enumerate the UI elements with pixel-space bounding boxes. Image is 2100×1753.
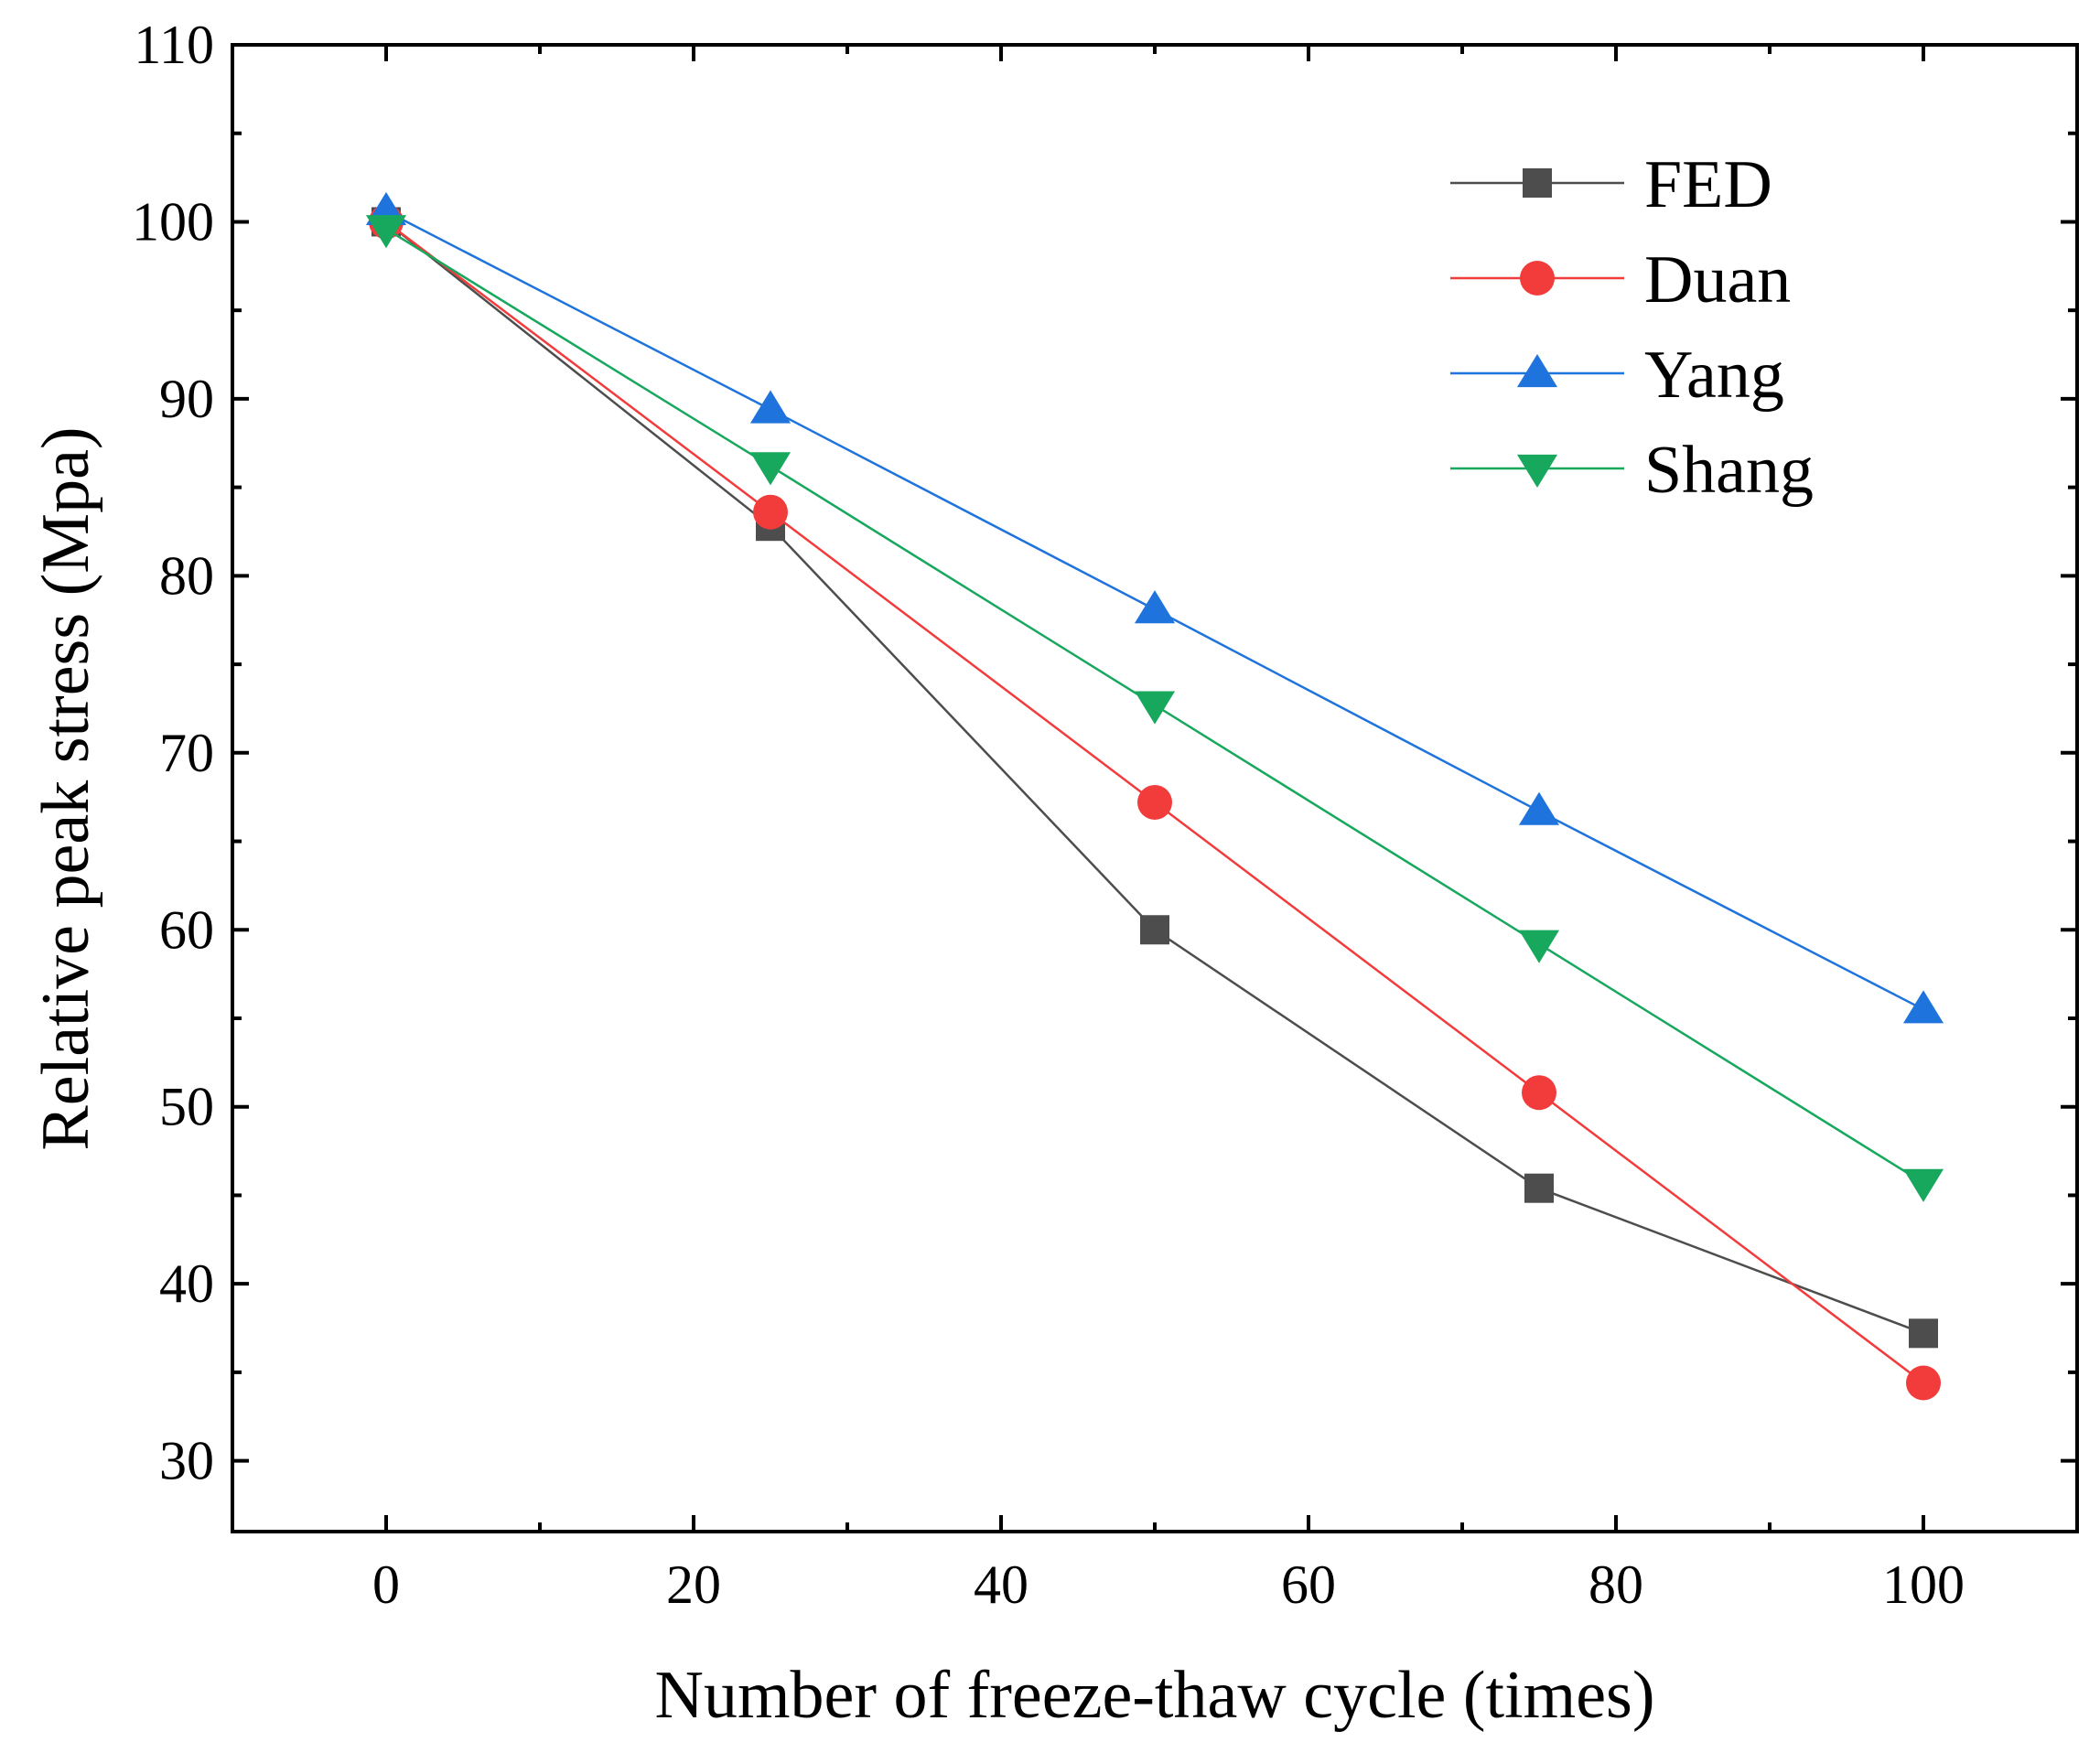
legend-label: Shang bbox=[1644, 433, 1814, 508]
data-series bbox=[365, 191, 1944, 1401]
data-point-yang bbox=[1902, 990, 1944, 1024]
y-tick-label: 90 bbox=[159, 369, 214, 429]
data-point-shang bbox=[365, 215, 407, 249]
legend-marker bbox=[1516, 354, 1558, 388]
data-point-fed bbox=[1140, 915, 1169, 945]
data-point-shang bbox=[1134, 691, 1176, 725]
x-tick-label: 100 bbox=[1882, 1554, 1965, 1615]
data-point-yang bbox=[749, 390, 792, 424]
x-axis-title: Number of freeze-thaw cycle (times) bbox=[655, 1658, 1655, 1733]
legend-item-yang: Yang bbox=[1450, 338, 1784, 413]
data-point-yang bbox=[1134, 590, 1176, 624]
data-point-duan bbox=[1522, 1075, 1556, 1111]
data-point-shang bbox=[1518, 930, 1560, 963]
y-tick-label: 70 bbox=[159, 723, 214, 783]
x-tick-label: 80 bbox=[1588, 1554, 1643, 1615]
y-axis-title: Relative peak stress (Mpa) bbox=[28, 426, 103, 1150]
legend-label: Yang bbox=[1644, 338, 1784, 413]
data-point-duan bbox=[1137, 784, 1172, 820]
y-tick-label: 80 bbox=[159, 545, 214, 606]
data-point-fed bbox=[1909, 1318, 1938, 1349]
legend: FED Duan Yang Shang bbox=[1450, 147, 1814, 508]
y-tick-label: 60 bbox=[159, 899, 214, 960]
legend-item-duan: Duan bbox=[1450, 242, 1791, 317]
y-tick-label: 50 bbox=[159, 1077, 214, 1137]
legend-marker bbox=[1516, 454, 1558, 488]
legend-marker bbox=[1523, 168, 1552, 198]
legend-marker bbox=[1520, 261, 1555, 296]
data-point-yang bbox=[1518, 791, 1560, 825]
y-axis-tick-labels: 30 40 50 60 70 80 90 100 110 bbox=[132, 15, 214, 1491]
series-yang bbox=[365, 191, 1944, 1024]
x-tick-label: 40 bbox=[974, 1554, 1028, 1615]
legend-label: Duan bbox=[1644, 242, 1791, 317]
data-point-duan bbox=[1906, 1365, 1941, 1401]
legend-item-fed: FED bbox=[1450, 147, 1772, 222]
data-point-shang bbox=[1902, 1168, 1944, 1202]
data-point-fed bbox=[1524, 1173, 1554, 1203]
x-tick-label: 20 bbox=[666, 1554, 721, 1615]
x-axis-tick-labels: 0 20 40 60 80 100 bbox=[372, 1554, 1965, 1615]
y-tick-label: 30 bbox=[159, 1431, 214, 1491]
data-point-shang bbox=[749, 452, 792, 486]
y-tick-label: 100 bbox=[132, 191, 214, 252]
legend-item-shang: Shang bbox=[1450, 433, 1814, 508]
y-tick-label: 110 bbox=[134, 15, 214, 75]
y-tick-label: 40 bbox=[159, 1253, 214, 1314]
data-point-duan bbox=[753, 494, 788, 530]
x-tick-label: 0 bbox=[372, 1554, 400, 1615]
axis-ticks bbox=[231, 43, 2079, 1532]
x-tick-label: 60 bbox=[1281, 1554, 1336, 1615]
legend-label: FED bbox=[1644, 147, 1772, 222]
series-shang bbox=[365, 215, 1944, 1202]
